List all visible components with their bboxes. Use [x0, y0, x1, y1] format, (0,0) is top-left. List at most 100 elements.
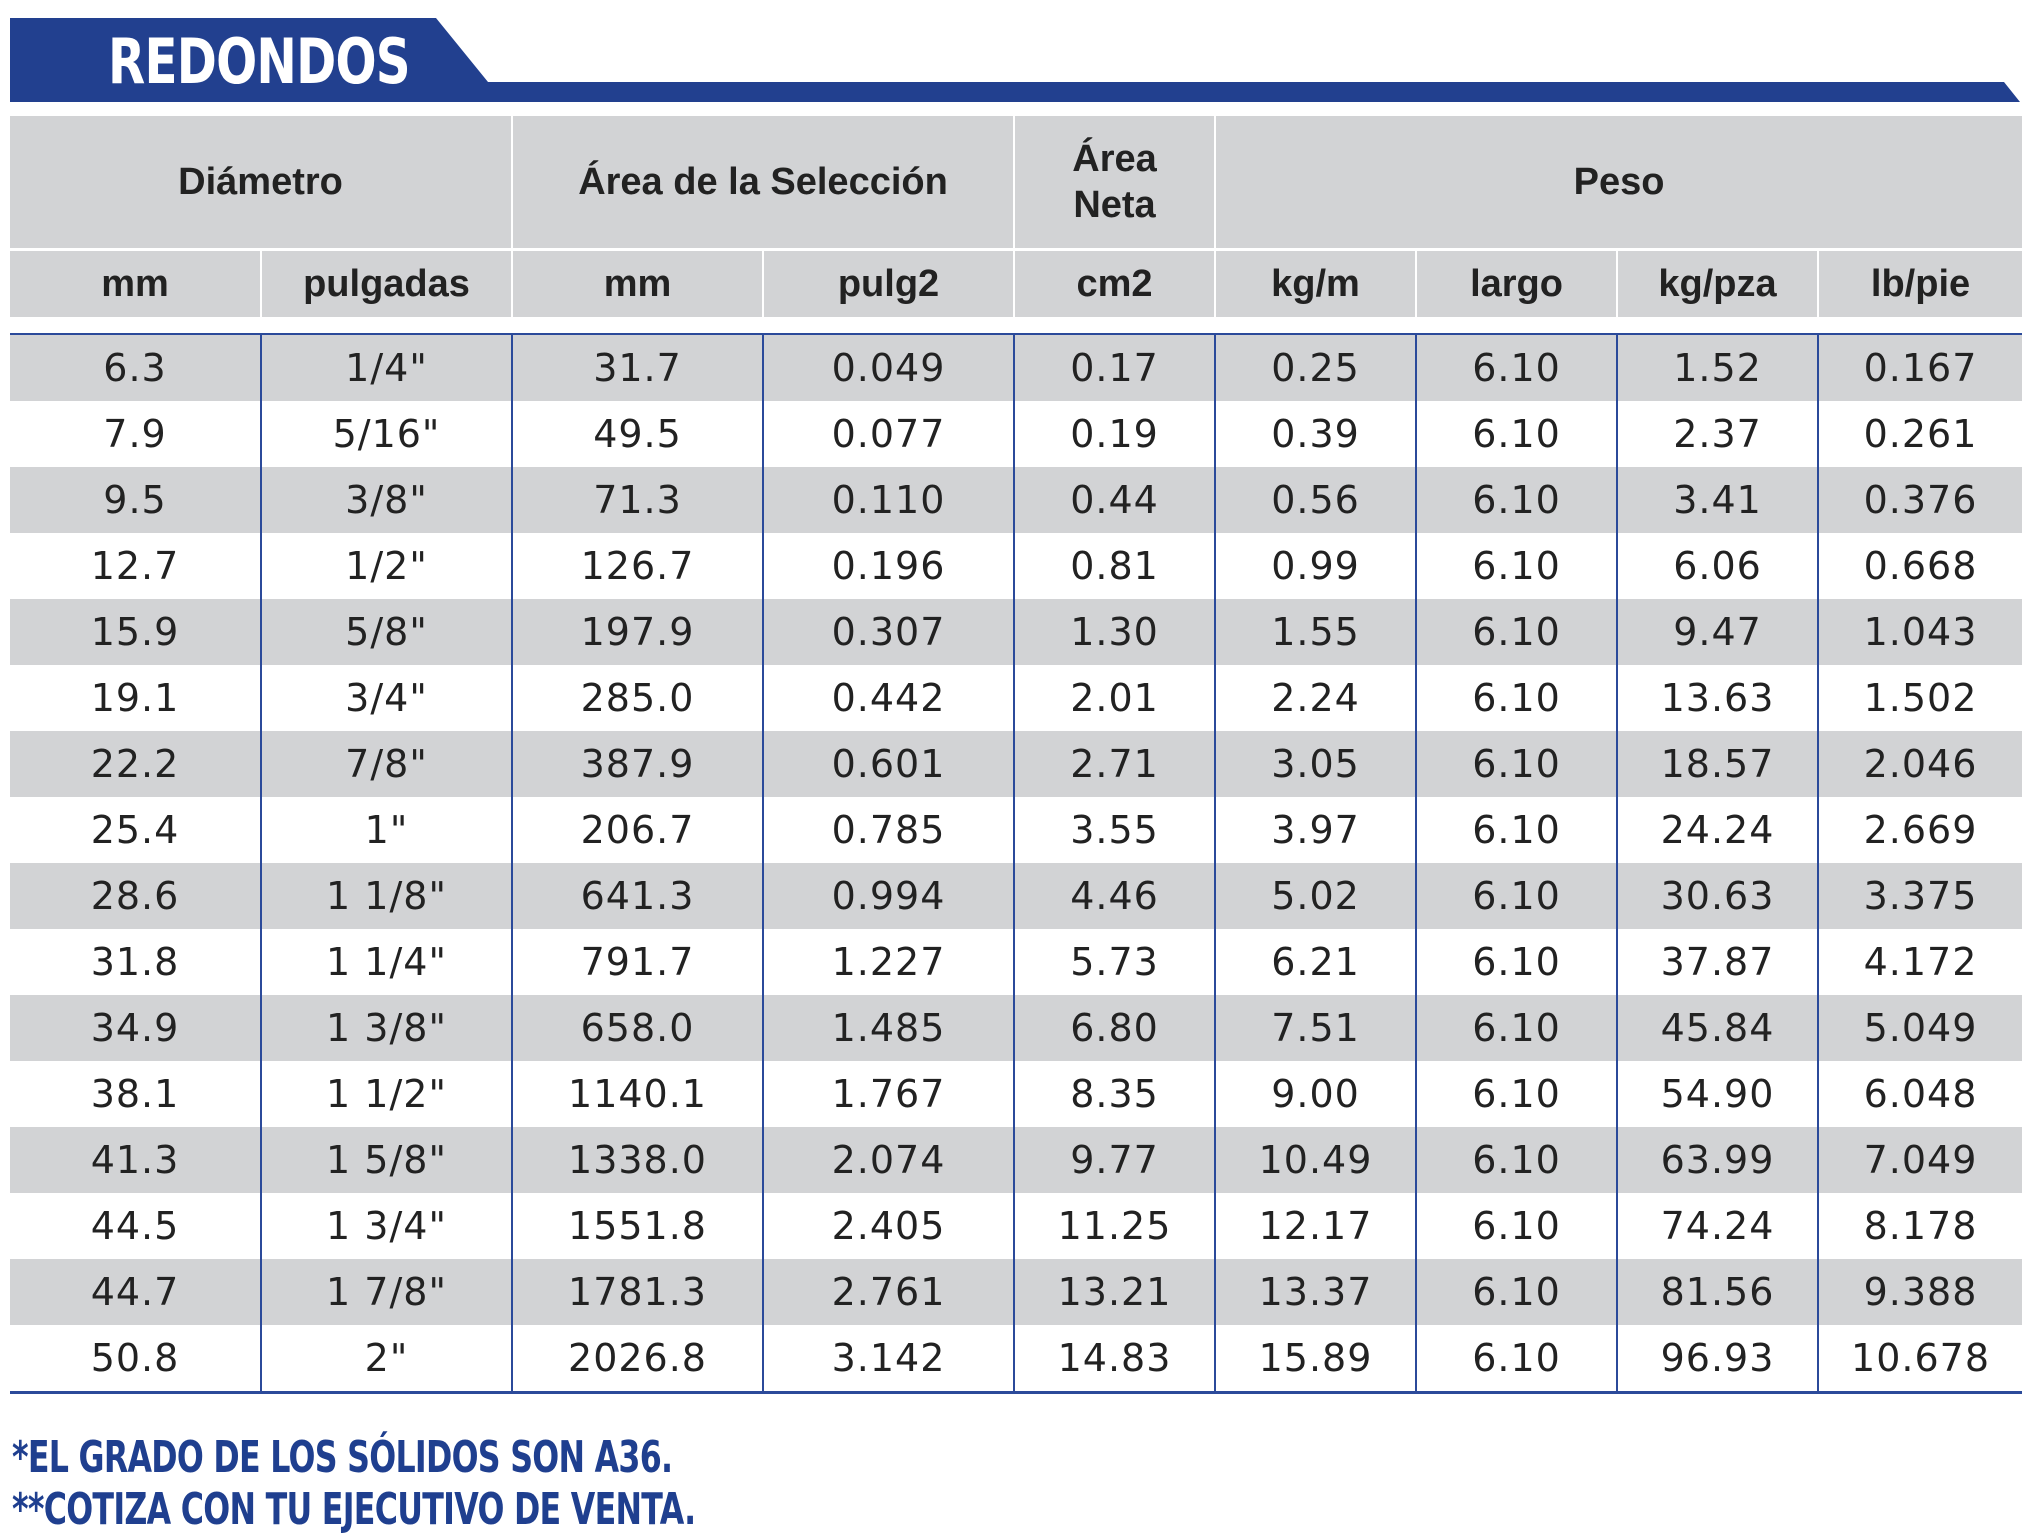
cell-area-mm: 387.9: [512, 731, 764, 797]
header-area-neta-line1: Área: [1072, 138, 1157, 180]
cell-peso-kg-pza: 37.87: [1617, 929, 1820, 995]
table-row: 41.3 1 5/8" 1338.0 2.074 9.77 10.49 6.10 63.99 7…: [10, 1127, 2023, 1193]
unit-area-pulg2: pulg2: [763, 249, 1016, 317]
cell-peso-kg-pza: 96.93: [1617, 1325, 1820, 1394]
cell-peso-kg-m: 12.17: [1215, 1193, 1418, 1259]
table-row: 25.4 1" 206.7 0.785 3.55 3.97 6.10 24.24 2.669: [10, 797, 2023, 863]
cell-area-pulg2: 2.074: [763, 1127, 1016, 1193]
cell-area-mm: 2026.8: [512, 1325, 764, 1394]
page-title: REDONDOS: [108, 25, 411, 98]
cell-peso-kg-pza: 63.99: [1617, 1127, 1820, 1193]
cell-diametro-pulgadas: 1 5/8": [261, 1127, 513, 1193]
unit-diametro-mm: mm: [10, 249, 262, 317]
unit-peso-kg-pza: kg/pza: [1617, 249, 1820, 317]
table-row: 44.5 1 3/4" 1551.8 2.405 11.25 12.17 6.10 74.24…: [10, 1193, 2023, 1259]
cell-peso-kg-pza: 45.84: [1617, 995, 1820, 1061]
cell-area-pulg2: 2.405: [763, 1193, 1016, 1259]
cell-area-neta-cm2: 4.46: [1014, 863, 1217, 929]
cell-area-mm: 71.3: [512, 467, 764, 533]
cell-diametro-pulgadas: 1 1/2": [261, 1061, 513, 1127]
table-row: 15.9 5/8" 197.9 0.307 1.30 1.55 6.10 9.47 1.043: [10, 599, 2023, 665]
cell-area-mm: 641.3: [512, 863, 764, 929]
cell-peso-largo: 6.10: [1416, 929, 1619, 995]
table-row: 7.9 5/16" 49.5 0.077 0.19 0.39 6.10 2.37 0.261: [10, 401, 2023, 467]
cell-area-pulg2: 2.761: [763, 1259, 1016, 1325]
cell-peso-kg-m: 3.05: [1215, 731, 1418, 797]
cell-area-mm: 206.7: [512, 797, 764, 863]
cell-area-neta-cm2: 11.25: [1014, 1193, 1217, 1259]
cell-peso-kg-m: 0.25: [1215, 333, 1418, 401]
cell-peso-kg-pza: 30.63: [1617, 863, 1820, 929]
cell-peso-kg-pza: 18.57: [1617, 731, 1820, 797]
cell-peso-kg-m: 3.97: [1215, 797, 1418, 863]
cell-area-neta-cm2: 1.30: [1014, 599, 1217, 665]
cell-diametro-mm: 38.1: [10, 1061, 262, 1127]
cell-diametro-pulgadas: 5/16": [261, 401, 513, 467]
cell-peso-kg-m: 0.39: [1215, 401, 1418, 467]
cell-area-pulg2: 1.227: [763, 929, 1016, 995]
cell-peso-lb-pie: 10.678: [1818, 1325, 2023, 1394]
cell-area-mm: 126.7: [512, 533, 764, 599]
cell-area-mm: 1140.1: [512, 1061, 764, 1127]
cell-area-neta-cm2: 2.71: [1014, 731, 1217, 797]
table-row: 50.8 2" 2026.8 3.142 14.83 15.89 6.10 96.93 10.6…: [10, 1325, 2023, 1394]
cell-area-pulg2: 0.307: [763, 599, 1016, 665]
cell-area-pulg2: 0.442: [763, 665, 1016, 731]
cell-peso-largo: 6.10: [1416, 995, 1619, 1061]
cell-peso-lb-pie: 6.048: [1818, 1061, 2023, 1127]
cell-diametro-mm: 22.2: [10, 731, 262, 797]
cell-diametro-mm: 19.1: [10, 665, 262, 731]
cell-peso-kg-pza: 1.52: [1617, 333, 1820, 401]
redondos-table: Diámetro Área de la Selección Área Neta …: [10, 116, 2023, 1394]
cell-diametro-pulgadas: 3/4": [261, 665, 513, 731]
cell-diametro-mm: 28.6: [10, 863, 262, 929]
cell-peso-largo: 6.10: [1416, 1193, 1619, 1259]
cell-diametro-pulgadas: 2": [261, 1325, 513, 1394]
cell-peso-lb-pie: 2.046: [1818, 731, 2023, 797]
cell-peso-kg-m: 6.21: [1215, 929, 1418, 995]
cell-diametro-mm: 41.3: [10, 1127, 262, 1193]
header-area-neta-line2: Neta: [1073, 184, 1156, 226]
cell-diametro-mm: 6.3: [10, 333, 262, 401]
cell-peso-lb-pie: 1.043: [1818, 599, 2023, 665]
cell-peso-kg-m: 13.37: [1215, 1259, 1418, 1325]
cell-peso-largo: 6.10: [1416, 1061, 1619, 1127]
cell-area-neta-cm2: 0.19: [1014, 401, 1217, 467]
cell-peso-kg-m: 0.56: [1215, 467, 1418, 533]
cell-area-neta-cm2: 0.81: [1014, 533, 1217, 599]
cell-peso-lb-pie: 5.049: [1818, 995, 2023, 1061]
cell-peso-kg-pza: 81.56: [1617, 1259, 1820, 1325]
cell-peso-kg-m: 10.49: [1215, 1127, 1418, 1193]
cell-peso-largo: 6.10: [1416, 665, 1619, 731]
cell-peso-lb-pie: 0.668: [1818, 533, 2023, 599]
cell-area-mm: 1338.0: [512, 1127, 764, 1193]
cell-peso-kg-pza: 9.47: [1617, 599, 1820, 665]
cell-diametro-pulgadas: 1 1/8": [261, 863, 513, 929]
table-row: 12.7 1/2" 126.7 0.196 0.81 0.99 6.10 6.06 0.668: [10, 533, 2023, 599]
cell-peso-largo: 6.10: [1416, 401, 1619, 467]
cell-peso-kg-pza: 24.24: [1617, 797, 1820, 863]
cell-area-pulg2: 3.142: [763, 1325, 1016, 1394]
cell-peso-largo: 6.10: [1416, 599, 1619, 665]
unit-area-neta-cm2: cm2: [1014, 249, 1217, 317]
table-row: 28.6 1 1/8" 641.3 0.994 4.46 5.02 6.10 30.63 3.3…: [10, 863, 2023, 929]
cell-diametro-mm: 50.8: [10, 1325, 262, 1394]
cell-area-neta-cm2: 13.21: [1014, 1259, 1217, 1325]
cell-peso-lb-pie: 0.167: [1818, 333, 2023, 401]
cell-area-neta-cm2: 8.35: [1014, 1061, 1217, 1127]
table-row: 38.1 1 1/2" 1140.1 1.767 8.35 9.00 6.10 54.90 6.…: [10, 1061, 2023, 1127]
unit-header-row: mm pulgadas mm pulg2 cm2 kg/m largo kg/pza lb/pi…: [10, 249, 2023, 317]
cell-peso-kg-pza: 74.24: [1617, 1193, 1820, 1259]
cell-diametro-pulgadas: 1/2": [261, 533, 513, 599]
cell-diametro-pulgadas: 1 3/4": [261, 1193, 513, 1259]
cell-peso-kg-m: 1.55: [1215, 599, 1418, 665]
cell-area-neta-cm2: 14.83: [1014, 1325, 1217, 1394]
cell-peso-kg-pza: 13.63: [1617, 665, 1820, 731]
cell-peso-largo: 6.10: [1416, 797, 1619, 863]
footnotes: *EL GRADO DE LOS SÓLIDOS SON A36. **COTI…: [12, 1432, 961, 1536]
cell-peso-largo: 6.10: [1416, 333, 1619, 401]
cell-diametro-pulgadas: 1 7/8": [261, 1259, 513, 1325]
cell-area-mm: 285.0: [512, 665, 764, 731]
banner-shape: [10, 18, 2020, 102]
cell-area-neta-cm2: 6.80: [1014, 995, 1217, 1061]
